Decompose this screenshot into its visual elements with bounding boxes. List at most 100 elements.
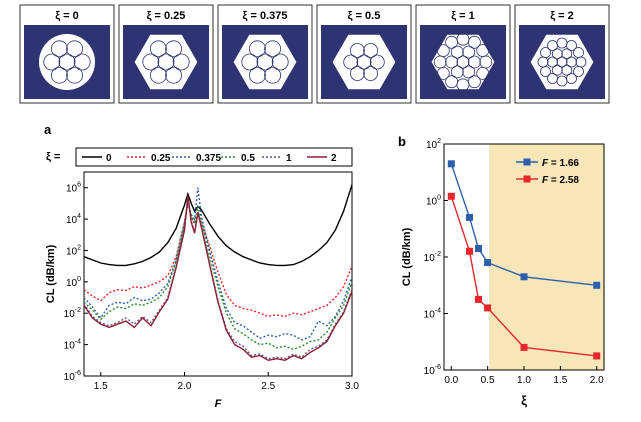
capillary <box>356 54 372 70</box>
capillary <box>66 40 83 58</box>
capillary <box>450 45 464 59</box>
data-point-b-0 <box>447 160 455 168</box>
capillary <box>349 66 365 81</box>
capillary <box>172 53 190 71</box>
y-tick-label-a: 106 <box>66 182 81 195</box>
x-axis-label-b: ξ <box>521 393 527 408</box>
capillary <box>165 66 183 84</box>
legend-a-box <box>75 147 353 167</box>
capillary <box>462 65 476 79</box>
capillary <box>450 65 464 79</box>
data-point-b-0 <box>520 273 528 281</box>
panel-label-a: a <box>44 122 52 137</box>
data-point-b-0 <box>484 259 492 267</box>
capillary <box>467 35 481 49</box>
x-tick-label-a: 2.0 <box>178 381 192 392</box>
fiber-core <box>39 34 95 90</box>
y-tick-label-b: 10-2 <box>424 251 441 264</box>
capillary <box>476 67 490 80</box>
capillary <box>51 66 68 84</box>
capillary <box>51 40 68 58</box>
series-line-a-2 <box>83 187 353 341</box>
capillary <box>566 40 577 51</box>
legend-b-label-1: F = 2.58 <box>542 175 579 186</box>
x-tick-label-a: 2.5 <box>261 381 275 392</box>
series-line-a-3 <box>83 200 353 351</box>
y-tick-label-a: 10-2 <box>64 307 81 320</box>
capillary <box>248 40 266 58</box>
capillary <box>551 64 563 76</box>
plot-frame-a <box>83 171 353 377</box>
x-tick-label-b: 2.0 <box>590 375 604 386</box>
y-tick-label-b: 100 <box>426 195 441 208</box>
capillary <box>58 53 76 71</box>
fiber-cross-section-panels: ξ = 0 ξ = 0.25 ξ = 0.375 ξ = 0.5 ξ = 1 ξ = 2 <box>19 4 610 104</box>
panel-label: ξ = 2 <box>550 10 574 22</box>
y-tick-label-b: 10-6 <box>424 364 441 377</box>
y-tick-label-a: 104 <box>66 213 81 226</box>
capillary <box>547 56 558 68</box>
capillary <box>271 53 289 71</box>
legend-a: ξ = 0 0.25 0.375 0.5 1 2 <box>46 147 353 167</box>
fiber-core-hex <box>530 34 594 90</box>
capillary <box>462 45 476 59</box>
capillary <box>363 43 379 58</box>
panel-label: ξ = 0.25 <box>147 10 186 22</box>
legend-a-label-3: 0.5 <box>241 153 255 164</box>
x-tick-label-a: 3.0 <box>345 381 359 392</box>
x-tick-label-b: 1.5 <box>553 375 567 386</box>
capillary <box>363 66 379 81</box>
panel-3: ξ = 0.5 <box>316 4 412 104</box>
panel-label: ξ = 1 <box>451 10 475 22</box>
y-tick-label-a: 102 <box>66 244 81 257</box>
data-point-b-0 <box>475 245 482 252</box>
chart-a: 10-6 10-4 10-2 100 102 104 106 1.5 2.0 2.5 3.0 F CL … <box>45 171 359 410</box>
panel-label-b: b <box>398 134 406 149</box>
panel-4: ξ = 1 <box>415 4 511 104</box>
data-point-b-1 <box>484 304 492 312</box>
y-tick-label-a: 10-6 <box>64 370 81 383</box>
data-point-b-0 <box>466 213 473 221</box>
x-tick-label-b: 0.0 <box>444 375 458 386</box>
capillary <box>566 56 577 68</box>
panel-5: ξ = 2 <box>514 4 610 104</box>
x-axis-label-a: F <box>215 398 222 410</box>
capillary <box>343 54 359 70</box>
capillary <box>142 53 160 71</box>
capillary <box>73 53 91 71</box>
data-point-b-1 <box>520 343 528 351</box>
capillary <box>561 64 573 76</box>
capillary <box>547 73 558 84</box>
capillary <box>445 75 459 89</box>
x-tick-label-b: 1.0 <box>517 375 531 386</box>
chart-b: 10-6 10-4 10-2 100 102 0.0 0.5 1.0 1.5 2.0 ξ CL (dB… <box>401 138 605 408</box>
legend-a-label-5: 2 <box>331 153 337 164</box>
capillary <box>551 48 563 60</box>
series-line-a-0 <box>83 184 353 267</box>
y-tick-label-b: 10-4 <box>424 308 441 321</box>
capillary <box>248 66 266 84</box>
y-tick-label-a: 10-4 <box>64 339 81 352</box>
fiber-core-hex <box>332 34 396 90</box>
legend-a-title: ξ = <box>46 151 60 163</box>
capillary <box>573 66 584 77</box>
y-tick-label-b: 102 <box>426 138 441 151</box>
capillary <box>573 47 584 58</box>
data-point-b-1 <box>593 352 601 360</box>
legend-a-items: 0 0.25 0.375 0.5 1 2 <box>82 153 337 164</box>
capillary <box>66 66 83 84</box>
capillary <box>157 53 175 71</box>
data-point-b-1 <box>447 192 455 200</box>
capillary <box>43 53 61 71</box>
legend-b-label-0: F = 1.66 <box>542 158 579 169</box>
capillary <box>241 53 259 71</box>
capillary <box>556 56 568 68</box>
data-point-b-0 <box>593 281 601 289</box>
y-axis-label-b: CL (dB/km) <box>401 227 413 286</box>
series-line-b-1 <box>450 196 597 357</box>
capillary <box>264 40 282 58</box>
fiber-core-hex <box>431 34 495 90</box>
capillary <box>149 66 167 84</box>
legend-a-label-2: 0.375 <box>196 153 221 164</box>
